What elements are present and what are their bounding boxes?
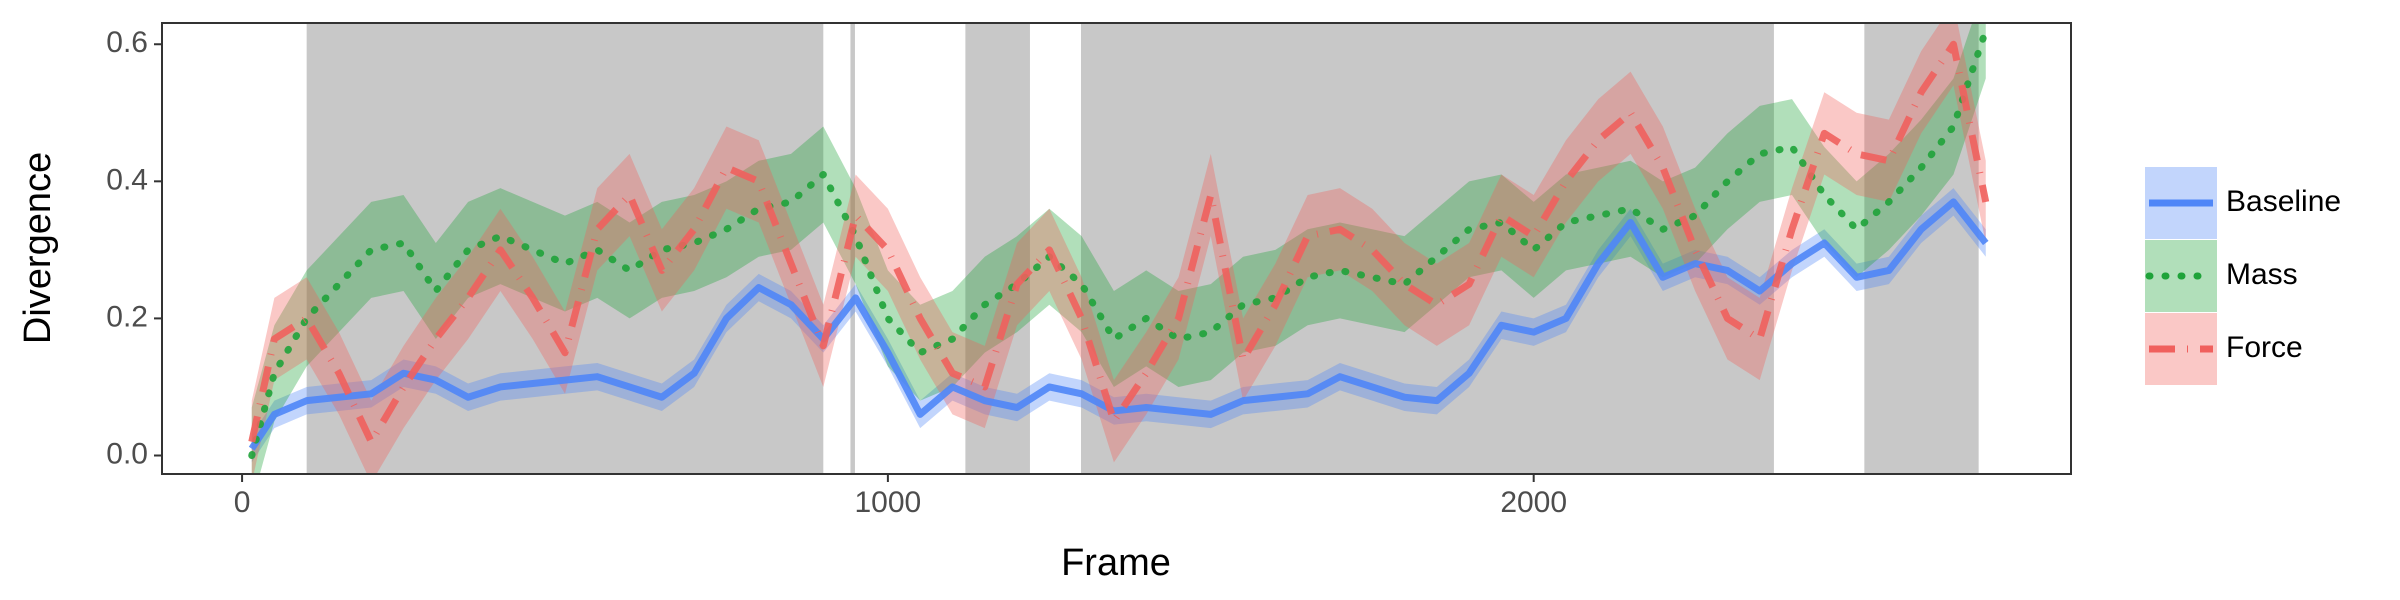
plot-area (248, 23, 1990, 474)
panel-border (161, 22, 2072, 475)
legend-label: Mass (2226, 258, 2298, 291)
y-axis-title: Divergence (17, 152, 59, 344)
y-tick-label: 0.2 (106, 300, 148, 333)
legend-label: Force (2226, 331, 2303, 364)
x-axis-title: Frame (1061, 542, 1171, 584)
x-tick-label: 2000 (1500, 486, 1567, 519)
x-tick-label: 1000 (855, 486, 922, 519)
y-tick-label: 0.0 (106, 437, 148, 470)
legend-label: Baseline (2226, 185, 2341, 218)
y-tick-label: 0.6 (106, 26, 148, 59)
y-tick-label: 0.4 (106, 163, 148, 196)
x-tick-label: 0 (234, 486, 251, 519)
shaded-region (850, 23, 855, 474)
series-line (248, 40, 1990, 446)
series-line (248, 27, 1990, 459)
